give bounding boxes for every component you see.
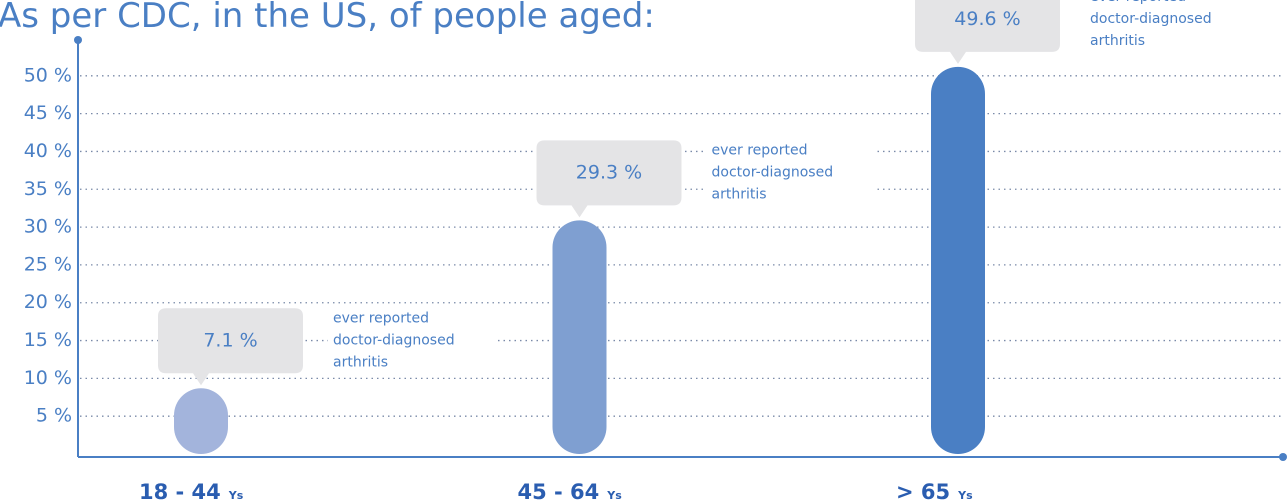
y-tick-label: 50 % — [24, 64, 72, 86]
bar — [552, 220, 607, 454]
y-tick-label: 10 % — [24, 367, 72, 389]
annotation: ever reported — [333, 310, 429, 326]
y-tick-label: 40 % — [24, 140, 72, 162]
x-tick-unit: Ys — [606, 489, 622, 501]
axis-end — [74, 36, 82, 44]
annotation: ever reported — [1090, 0, 1186, 5]
annotation: ever reported — [712, 142, 808, 158]
annotation: arthritis — [1090, 33, 1145, 49]
annotation-bg — [706, 136, 877, 209]
marks: 7.1 % ever reported doctor-diagnosed arthri… — [158, 0, 1255, 455]
annotation: arthritis — [712, 186, 767, 202]
bar — [931, 66, 985, 455]
x-tick-unit: Ys — [228, 489, 244, 501]
annotation: doctor-diagnosed — [712, 164, 834, 180]
chart-title: As per CDC, in the US, of people aged: — [0, 0, 655, 36]
annotation-bg — [1085, 0, 1255, 55]
y-tick-label: 25 % — [24, 253, 72, 275]
y-tick-label: 20 % — [24, 291, 72, 313]
y-tick-label: 15 % — [24, 329, 72, 351]
y-tick-label: 35 % — [24, 178, 72, 200]
annotation: doctor-diagnosed — [333, 332, 455, 348]
annotation: doctor-diagnosed — [1090, 11, 1212, 27]
bubble — [915, 0, 1060, 64]
bar — [174, 388, 228, 454]
annotation: arthritis — [333, 354, 388, 370]
bubble — [536, 140, 682, 218]
y-tick-label: 5 % — [36, 405, 72, 427]
grid — [80, 75, 1283, 417]
y-tick-label: 30 % — [24, 216, 72, 238]
x-tick-label: > 65 — [896, 480, 950, 501]
value-label: 49.6 % — [954, 8, 1020, 30]
axis-end — [1279, 453, 1287, 461]
x-tick-unit: Ys — [957, 489, 973, 501]
value-label: 29.3 % — [576, 161, 642, 183]
value-label: 7.1 % — [203, 329, 257, 351]
x-tick-label: 45 - 64 — [518, 480, 600, 501]
y-tick-label: 45 % — [24, 102, 72, 124]
bubble — [158, 308, 303, 386]
annotation-bg — [328, 304, 498, 377]
x-tick-label: 18 - 44 — [139, 480, 221, 501]
